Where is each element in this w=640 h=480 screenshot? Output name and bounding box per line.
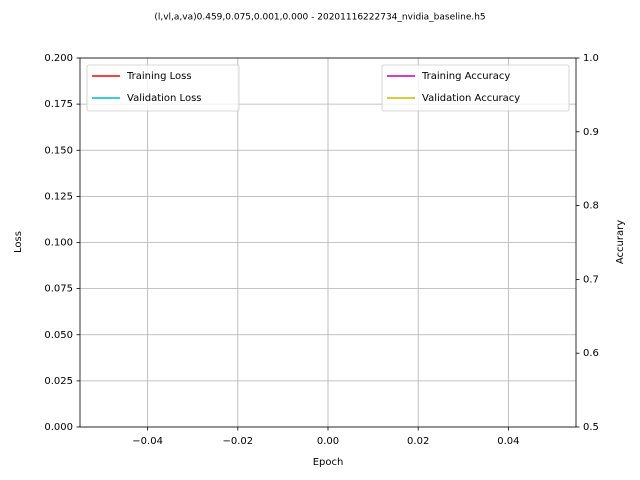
y2-tick-label: 0.5 <box>583 422 599 433</box>
x-tick-label: 0.00 <box>317 436 339 447</box>
legend-label: Validation Loss <box>127 93 202 104</box>
x-axis-label: Epoch <box>313 457 344 468</box>
y-tick-label: 0.025 <box>44 376 73 387</box>
plot-frame <box>79 57 577 428</box>
x-tick-label: 0.02 <box>407 436 429 447</box>
y-tick-label: 0.200 <box>44 53 73 64</box>
y-tick-label: 0.125 <box>44 191 73 202</box>
legend-label: Training Accuracy <box>421 71 510 82</box>
y-tick-label: 0.075 <box>44 284 73 295</box>
legend-box <box>381 64 570 112</box>
x-tick-label: −0.04 <box>132 436 163 447</box>
y2-tick-label: 0.6 <box>583 348 599 359</box>
y2-axis-label: Accurary <box>615 220 626 264</box>
chart-title: (l,vl,a,va)0.459,0.075,0.001,0.000 - 202… <box>154 13 485 23</box>
legend-label: Validation Accuracy <box>422 93 520 104</box>
y-axis-label: Loss <box>13 231 24 253</box>
y-tick-label: 0.050 <box>44 330 73 341</box>
y-tick-label: 0.175 <box>44 99 73 110</box>
x-tick-label: −0.02 <box>222 436 253 447</box>
y2-tick-label: 1.0 <box>583 53 599 64</box>
y2-tick-label: 0.8 <box>583 201 599 212</box>
y2-tick-label: 0.9 <box>583 127 599 138</box>
legend-label: Training Loss <box>126 71 192 82</box>
y-tick-label: 0.150 <box>44 145 73 156</box>
y-tick-label: 0.000 <box>44 422 73 433</box>
legend-box <box>86 64 240 112</box>
y2-tick-label: 0.7 <box>583 274 599 285</box>
y-tick-label: 0.100 <box>44 238 73 249</box>
x-tick-label: 0.04 <box>497 436 519 447</box>
